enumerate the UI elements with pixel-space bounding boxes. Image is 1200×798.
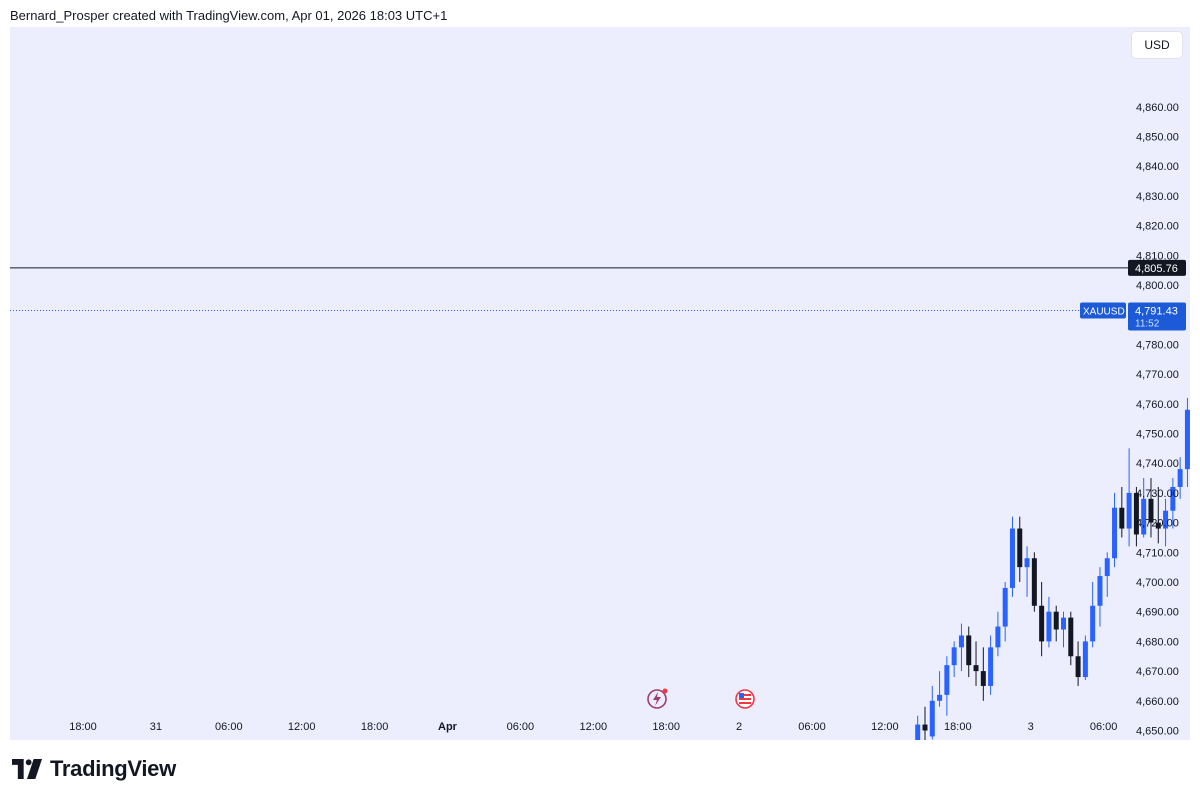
y-tick-label: 4,650.00 bbox=[1136, 726, 1179, 738]
x-tick-label: Apr bbox=[438, 721, 458, 733]
y-tick-label: 4,760.00 bbox=[1136, 399, 1179, 411]
x-tick-label: 18:00 bbox=[69, 721, 97, 733]
currency-button[interactable]: USD bbox=[1132, 32, 1182, 58]
y-tick-label: 4,840.00 bbox=[1136, 161, 1179, 173]
y-tick-label: 4,810.00 bbox=[1136, 250, 1179, 262]
x-tick-label: 06:00 bbox=[507, 721, 535, 733]
y-tick-label: 4,770.00 bbox=[1136, 369, 1179, 381]
level-price-badge: 4,805.76 bbox=[1128, 259, 1186, 276]
chart-caption: Bernard_Prosper created with TradingView… bbox=[10, 8, 448, 23]
candle-body-3 bbox=[929, 700, 935, 737]
y-tick-label: 4,850.00 bbox=[1136, 132, 1179, 144]
candle-body-1 bbox=[915, 724, 921, 740]
chart-area[interactable]: 4,860.00 4,850.00 4,840.00 4,830.00 4,820.00… bbox=[10, 27, 1190, 740]
symbol-badge-label: XAUUSD bbox=[1083, 306, 1125, 317]
candle-body-16 bbox=[1024, 558, 1030, 568]
x-tick-label: 06:00 bbox=[1090, 721, 1118, 733]
x-tick-label: 18:00 bbox=[652, 721, 680, 733]
x-tick-label: 2 bbox=[736, 721, 742, 733]
x-tick-label: 12:00 bbox=[288, 721, 316, 733]
y-tick-label: 4,710.00 bbox=[1136, 547, 1179, 559]
candle-body-38 bbox=[1184, 409, 1190, 470]
candle-body-26 bbox=[1097, 576, 1103, 606]
candle-body-12 bbox=[995, 626, 1001, 648]
y-tick-label: 4,690.00 bbox=[1136, 607, 1179, 619]
candle-body-21 bbox=[1061, 617, 1067, 630]
us-flag-stripe-1 bbox=[739, 694, 751, 696]
candle-body-27 bbox=[1104, 558, 1110, 577]
candle-body-19 bbox=[1046, 611, 1052, 642]
candle-body-32 bbox=[1141, 498, 1147, 535]
candle-body-30 bbox=[1126, 492, 1132, 529]
y-tick-label: 4,740.00 bbox=[1136, 458, 1179, 470]
candle-body-17 bbox=[1031, 558, 1037, 606]
candle-body-8 bbox=[966, 635, 972, 666]
x-tick-label: 18:00 bbox=[361, 721, 389, 733]
candle-body-31 bbox=[1133, 492, 1139, 535]
symbol-badge-bg bbox=[1080, 302, 1126, 319]
candle-body-20 bbox=[1053, 611, 1059, 630]
y-tick-label: 4,860.00 bbox=[1136, 102, 1179, 114]
x-tick-label: 06:00 bbox=[798, 721, 826, 733]
candle-body-23 bbox=[1075, 656, 1081, 678]
us-flag-event-icon bbox=[735, 689, 755, 709]
candle-body-5 bbox=[944, 665, 950, 695]
lightning-event-icon bbox=[647, 688, 668, 709]
candle-body-10 bbox=[980, 671, 986, 686]
level-badge-bg bbox=[1128, 259, 1186, 276]
candle-body-14 bbox=[1009, 528, 1015, 588]
candle-body-11 bbox=[988, 647, 994, 686]
x-tick-label: 18:00 bbox=[944, 721, 972, 733]
candle-body-9 bbox=[973, 665, 979, 672]
candle-body-36 bbox=[1170, 486, 1176, 511]
us-flag-stripe-3 bbox=[739, 702, 751, 704]
tradingview-logo-icon bbox=[12, 759, 42, 779]
price-badge-bg bbox=[1128, 302, 1186, 331]
y-tick-label: 4,820.00 bbox=[1136, 221, 1179, 233]
x-tick-label: 31 bbox=[150, 721, 162, 733]
candle-body-29 bbox=[1119, 507, 1125, 529]
y-tick-label: 4,720.00 bbox=[1136, 518, 1179, 530]
candle-body-6 bbox=[951, 647, 957, 666]
lightning-event-ring bbox=[647, 689, 667, 709]
candle-body-2 bbox=[922, 724, 928, 731]
candle-body-37 bbox=[1177, 469, 1183, 487]
us-flag-stripe-2 bbox=[739, 698, 751, 700]
candle-body-25 bbox=[1090, 605, 1096, 642]
lightning-event-dot bbox=[662, 688, 668, 694]
x-tick-label: 12:00 bbox=[871, 721, 899, 733]
lightning-bolt bbox=[653, 692, 661, 706]
candle-body-7 bbox=[958, 635, 964, 648]
y-tick-label: 4,800.00 bbox=[1136, 280, 1179, 292]
price-chart[interactable]: 4,860.00 4,850.00 4,840.00 4,830.00 4,820.00… bbox=[10, 27, 1190, 740]
candle-body-35 bbox=[1163, 510, 1169, 529]
y-tick-label: 4,750.00 bbox=[1136, 429, 1179, 441]
y-tick-label: 4,780.00 bbox=[1136, 339, 1179, 351]
y-tick-label: 4,660.00 bbox=[1136, 696, 1179, 708]
x-tick-label: 12:00 bbox=[580, 721, 608, 733]
candle-body-15 bbox=[1017, 528, 1023, 568]
candle-body-28 bbox=[1112, 507, 1118, 559]
us-flag-canton bbox=[739, 693, 744, 698]
y-tick-label: 4,830.00 bbox=[1136, 191, 1179, 203]
candle-body-33 bbox=[1148, 498, 1154, 523]
brand-name: TradingView bbox=[50, 756, 176, 781]
candle-body-34 bbox=[1155, 522, 1161, 529]
candle-body-4 bbox=[937, 694, 943, 701]
x-tick-label: 06:00 bbox=[215, 721, 243, 733]
brand[interactable]: TradingView bbox=[12, 756, 176, 782]
price-badge-countdown: 11:52 bbox=[1135, 318, 1160, 329]
y-tick-label: 4,680.00 bbox=[1136, 636, 1179, 648]
price-badge-value: 4,791.43 bbox=[1135, 305, 1178, 317]
candle-body-18 bbox=[1039, 605, 1045, 642]
candle-body-22 bbox=[1068, 617, 1074, 657]
x-tick-label: 3 bbox=[1028, 721, 1034, 733]
level-badge-value: 4,805.76 bbox=[1135, 263, 1178, 275]
candle-body-24 bbox=[1082, 641, 1088, 678]
y-tick-label: 4,700.00 bbox=[1136, 577, 1179, 589]
candle-body-13 bbox=[1002, 587, 1008, 627]
y-tick-label: 4,670.00 bbox=[1136, 666, 1179, 678]
y-tick-label: 4,730.00 bbox=[1136, 488, 1179, 500]
